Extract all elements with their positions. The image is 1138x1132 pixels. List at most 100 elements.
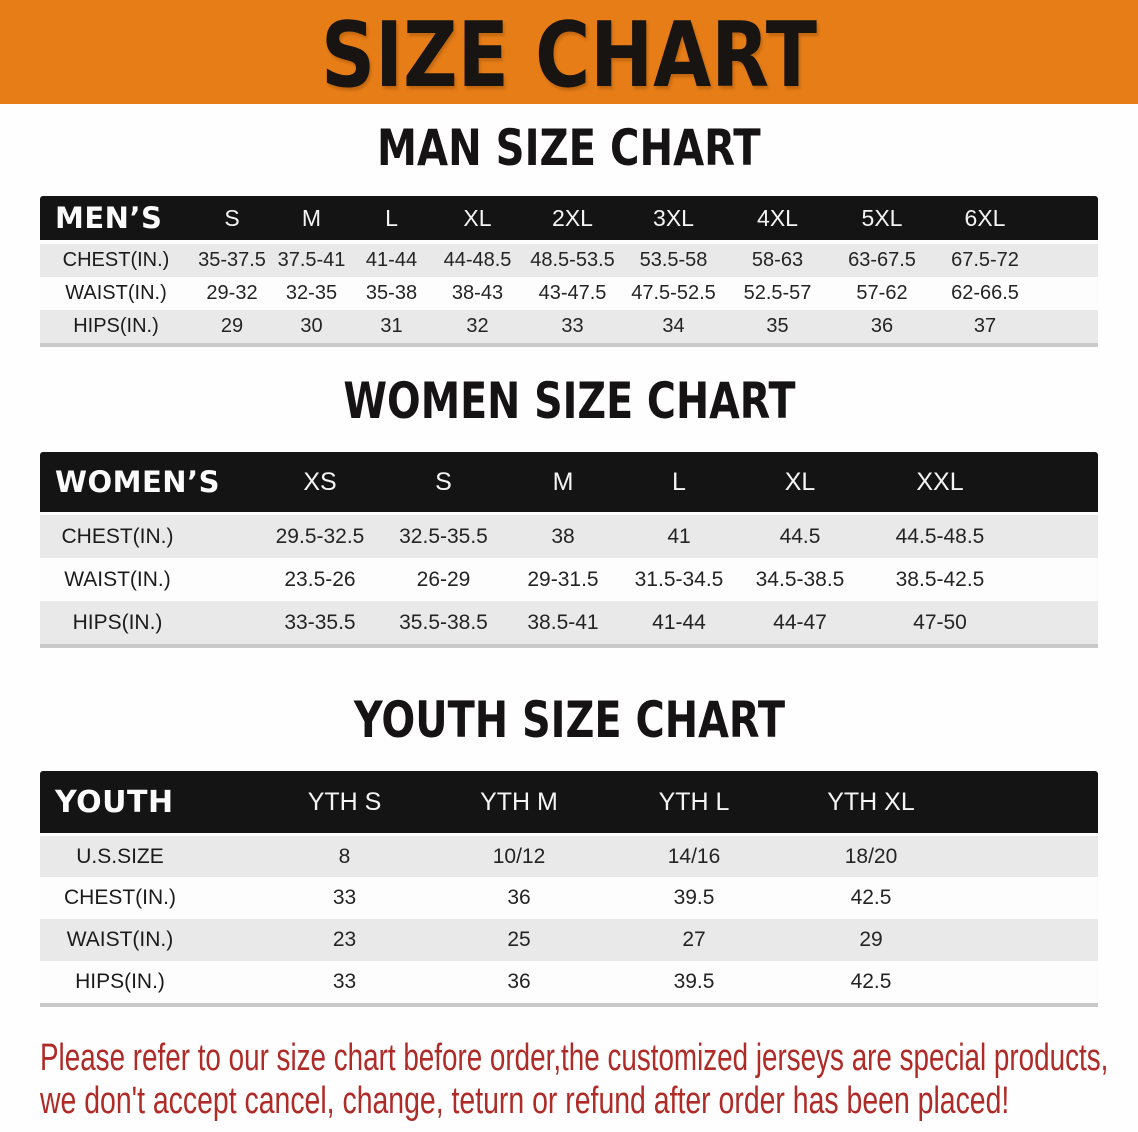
men-value-cell: 47.5-52.5 <box>622 277 725 310</box>
women-size-col-header: M <box>504 452 622 515</box>
men-value-cell: 43-47.5 <box>523 277 622 310</box>
youth-value-cell: 36 <box>432 877 606 919</box>
women-value-cell: 32.5-35.5 <box>383 515 504 558</box>
men-size-col-header: XL <box>432 196 523 244</box>
men-size-col-header: L <box>351 196 432 244</box>
youth-size-col-header: YTH M <box>432 771 606 836</box>
women-size-col-header: S <box>383 452 504 515</box>
women-value-cell: 41 <box>622 515 736 558</box>
women-value-cell: 29.5-32.5 <box>257 515 383 558</box>
youth-table-row: CHEST(IN.) 33 36 39.5 42.5 <box>40 877 1098 919</box>
youth-row-label: CHEST(IN.) <box>40 877 257 919</box>
filler-cell <box>1036 310 1098 343</box>
men-value-cell: 58-63 <box>725 244 830 277</box>
banner: SIZE CHART <box>0 0 1138 108</box>
youth-value-cell: 29 <box>782 919 960 961</box>
filler-cell <box>1016 558 1098 601</box>
youth-value-cell: 36 <box>432 961 606 1003</box>
youth-section-heading: YOUTH SIZE CHART <box>353 691 785 749</box>
youth-value-cell: 33 <box>257 961 432 1003</box>
women-value-cell: 34.5-38.5 <box>736 558 864 601</box>
youth-size-table: YOUTH YTH S YTH M YTH L YTH XL U.S.SIZE 8 10/1… <box>40 771 1098 1007</box>
men-row-label: WAIST(IN.) <box>40 277 192 310</box>
men-value-cell: 37 <box>934 310 1036 343</box>
youth-size-col-header: YTH XL <box>782 771 960 836</box>
women-table-row: WAIST(IN.) 23.5-26 26-29 29-31.5 31.5-34.5 34… <box>40 558 1098 601</box>
youth-table-row: WAIST(IN.) 23 25 27 29 <box>40 919 1098 961</box>
youth-table-header-row: YOUTH YTH S YTH M YTH L YTH XL <box>40 771 1098 836</box>
women-row-label: HIPS(IN.) <box>40 601 257 644</box>
men-value-cell: 38-43 <box>432 277 523 310</box>
women-table-label: WOMEN’S <box>40 452 257 515</box>
men-value-cell: 37.5-41 <box>272 244 351 277</box>
women-table-row: HIPS(IN.) 33-35.5 35.5-38.5 38.5-41 41-44 44-… <box>40 601 1098 644</box>
men-table-label: MEN’S <box>40 196 192 244</box>
women-value-cell: 47-50 <box>864 601 1016 644</box>
men-value-cell: 63-67.5 <box>830 244 934 277</box>
men-value-cell: 62-66.5 <box>934 277 1036 310</box>
youth-table-label: YOUTH <box>40 771 257 836</box>
youth-value-cell: 10/12 <box>432 836 606 877</box>
youth-row-label: WAIST(IN.) <box>40 919 257 961</box>
youth-value-cell: 23 <box>257 919 432 961</box>
banner-title: SIZE CHART <box>320 3 818 108</box>
youth-value-cell: 39.5 <box>606 961 782 1003</box>
men-table-row: HIPS(IN.) 29 30 31 32 33 34 35 36 37 <box>40 310 1098 343</box>
men-value-cell: 32 <box>432 310 523 343</box>
women-value-cell: 44.5 <box>736 515 864 558</box>
men-value-cell: 36 <box>830 310 934 343</box>
women-row-label: WAIST(IN.) <box>40 558 257 601</box>
youth-value-cell: 27 <box>606 919 782 961</box>
women-value-cell: 33-35.5 <box>257 601 383 644</box>
women-value-cell: 35.5-38.5 <box>383 601 504 644</box>
filler-cell <box>960 836 1098 877</box>
youth-value-cell: 8 <box>257 836 432 877</box>
women-value-cell: 29-31.5 <box>504 558 622 601</box>
youth-value-cell: 25 <box>432 919 606 961</box>
filler-cell <box>1036 196 1098 244</box>
disclaimer: Please refer to our size chart before or… <box>40 1037 1138 1122</box>
women-value-cell: 38.5-41 <box>504 601 622 644</box>
filler-cell <box>960 961 1098 1003</box>
men-size-col-header: M <box>272 196 351 244</box>
disclaimer-line-2: we don't accept cancel, change, teturn o… <box>40 1079 1010 1122</box>
youth-value-cell: 33 <box>257 877 432 919</box>
filler-cell <box>960 919 1098 961</box>
men-value-cell: 57-62 <box>830 277 934 310</box>
filler-cell <box>1016 515 1098 558</box>
men-size-col-header: 5XL <box>830 196 934 244</box>
women-value-cell: 41-44 <box>622 601 736 644</box>
women-value-cell: 44.5-48.5 <box>864 515 1016 558</box>
filler-cell <box>960 877 1098 919</box>
men-value-cell: 29-32 <box>192 277 272 310</box>
men-value-cell: 35-37.5 <box>192 244 272 277</box>
men-value-cell: 35 <box>725 310 830 343</box>
women-value-cell: 23.5-26 <box>257 558 383 601</box>
men-table-header-row: MEN’S S M L XL 2XL 3XL 4XL 5XL 6XL <box>40 196 1098 244</box>
filler-cell <box>1036 244 1098 277</box>
women-size-col-header: XXL <box>864 452 1016 515</box>
men-value-cell: 44-48.5 <box>432 244 523 277</box>
youth-row-label: U.S.SIZE <box>40 836 257 877</box>
men-value-cell: 34 <box>622 310 725 343</box>
women-value-cell: 38.5-42.5 <box>864 558 1016 601</box>
disclaimer-line-1: Please refer to our size chart before or… <box>40 1037 1109 1079</box>
men-value-cell: 30 <box>272 310 351 343</box>
men-value-cell: 33 <box>523 310 622 343</box>
men-value-cell: 35-38 <box>351 277 432 310</box>
men-value-cell: 32-35 <box>272 277 351 310</box>
women-size-col-header: XL <box>736 452 864 515</box>
men-size-col-header: 6XL <box>934 196 1036 244</box>
youth-table-row: HIPS(IN.) 33 36 39.5 42.5 <box>40 961 1098 1003</box>
youth-value-cell: 42.5 <box>782 961 960 1003</box>
filler-cell <box>960 771 1098 836</box>
men-table-row: CHEST(IN.) 35-37.5 37.5-41 41-44 44-48.5 48.5… <box>40 244 1098 277</box>
youth-value-cell: 18/20 <box>782 836 960 877</box>
men-size-col-header: 3XL <box>622 196 725 244</box>
men-value-cell: 41-44 <box>351 244 432 277</box>
men-section-heading: MAN SIZE CHART <box>377 119 761 177</box>
men-size-col-header: S <box>192 196 272 244</box>
men-row-label: HIPS(IN.) <box>40 310 192 343</box>
women-size-col-header: L <box>622 452 736 515</box>
